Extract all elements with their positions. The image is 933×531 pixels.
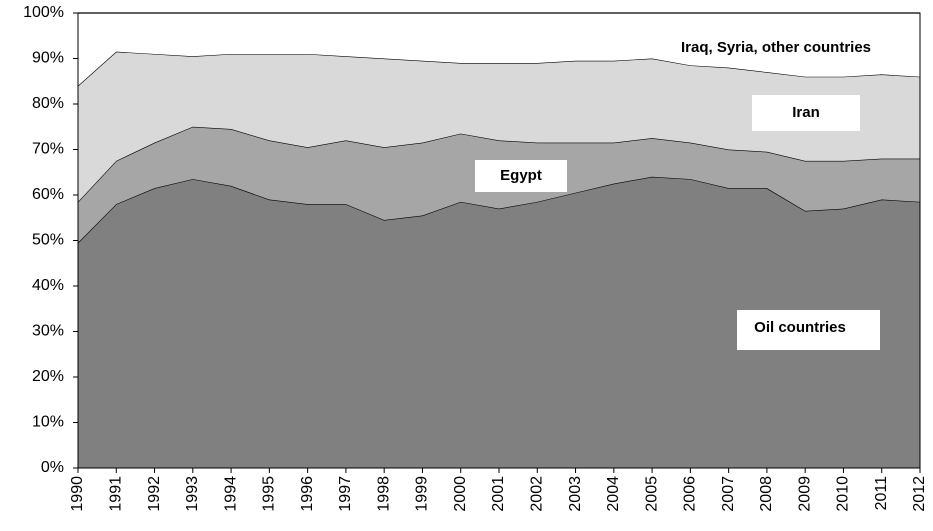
x-tick-label: 1998 xyxy=(375,476,392,512)
x-tick-label: 2005 xyxy=(643,476,660,512)
x-tick-label: 1995 xyxy=(261,476,278,512)
x-tick-label: 2010 xyxy=(835,476,852,512)
label-box xyxy=(737,310,880,350)
y-tick-label: 100% xyxy=(23,4,64,21)
area xyxy=(78,51,920,202)
label-box xyxy=(752,95,860,131)
y-tick-label: 0% xyxy=(41,459,64,476)
area xyxy=(78,176,920,469)
x-tick-label: 1999 xyxy=(414,476,431,512)
x-tick-label: 1991 xyxy=(107,476,124,512)
x-tick-label: 1997 xyxy=(337,476,354,512)
y-tick-label: 40% xyxy=(32,277,64,294)
x-tick-label: 2001 xyxy=(490,476,507,512)
x-tick-label: 1993 xyxy=(184,476,201,512)
series-label: Iran xyxy=(792,104,820,121)
y-tick-label: 50% xyxy=(32,232,64,249)
x-tick-label: 2000 xyxy=(452,476,469,512)
x-tick-label: 2008 xyxy=(758,476,775,512)
x-tick-label: 2002 xyxy=(528,476,545,512)
y-tick-label: 70% xyxy=(32,141,64,158)
series-label: Oil countries xyxy=(754,319,846,336)
y-tick-label: 60% xyxy=(32,186,64,203)
y-tick-label: 80% xyxy=(32,95,64,112)
x-tick-label: 2012 xyxy=(911,476,928,512)
y-tick-label: 10% xyxy=(32,414,64,431)
x-tick-label: 1990 xyxy=(69,476,86,512)
x-tick-label: 2009 xyxy=(796,476,813,512)
x-tick-label: 2007 xyxy=(720,476,737,512)
x-tick-label: 1994 xyxy=(222,476,239,512)
y-tick-label: 30% xyxy=(32,323,64,340)
plot-area xyxy=(77,12,921,469)
series-label: Egypt xyxy=(500,167,542,184)
series-label: Iraq, Syria, other countries xyxy=(681,39,871,56)
area xyxy=(78,13,920,86)
x-tick-label: 2004 xyxy=(605,476,622,512)
x-tick-label: 2006 xyxy=(682,476,699,512)
y-tick-label: 20% xyxy=(32,368,64,385)
x-tick-label: 2011 xyxy=(873,476,890,511)
label-box xyxy=(475,160,567,192)
x-tick-label: 1996 xyxy=(299,476,316,512)
x-tick-label: 2003 xyxy=(567,476,584,512)
y-tick-label: 90% xyxy=(32,50,64,67)
x-tick-label: 1992 xyxy=(146,476,163,512)
